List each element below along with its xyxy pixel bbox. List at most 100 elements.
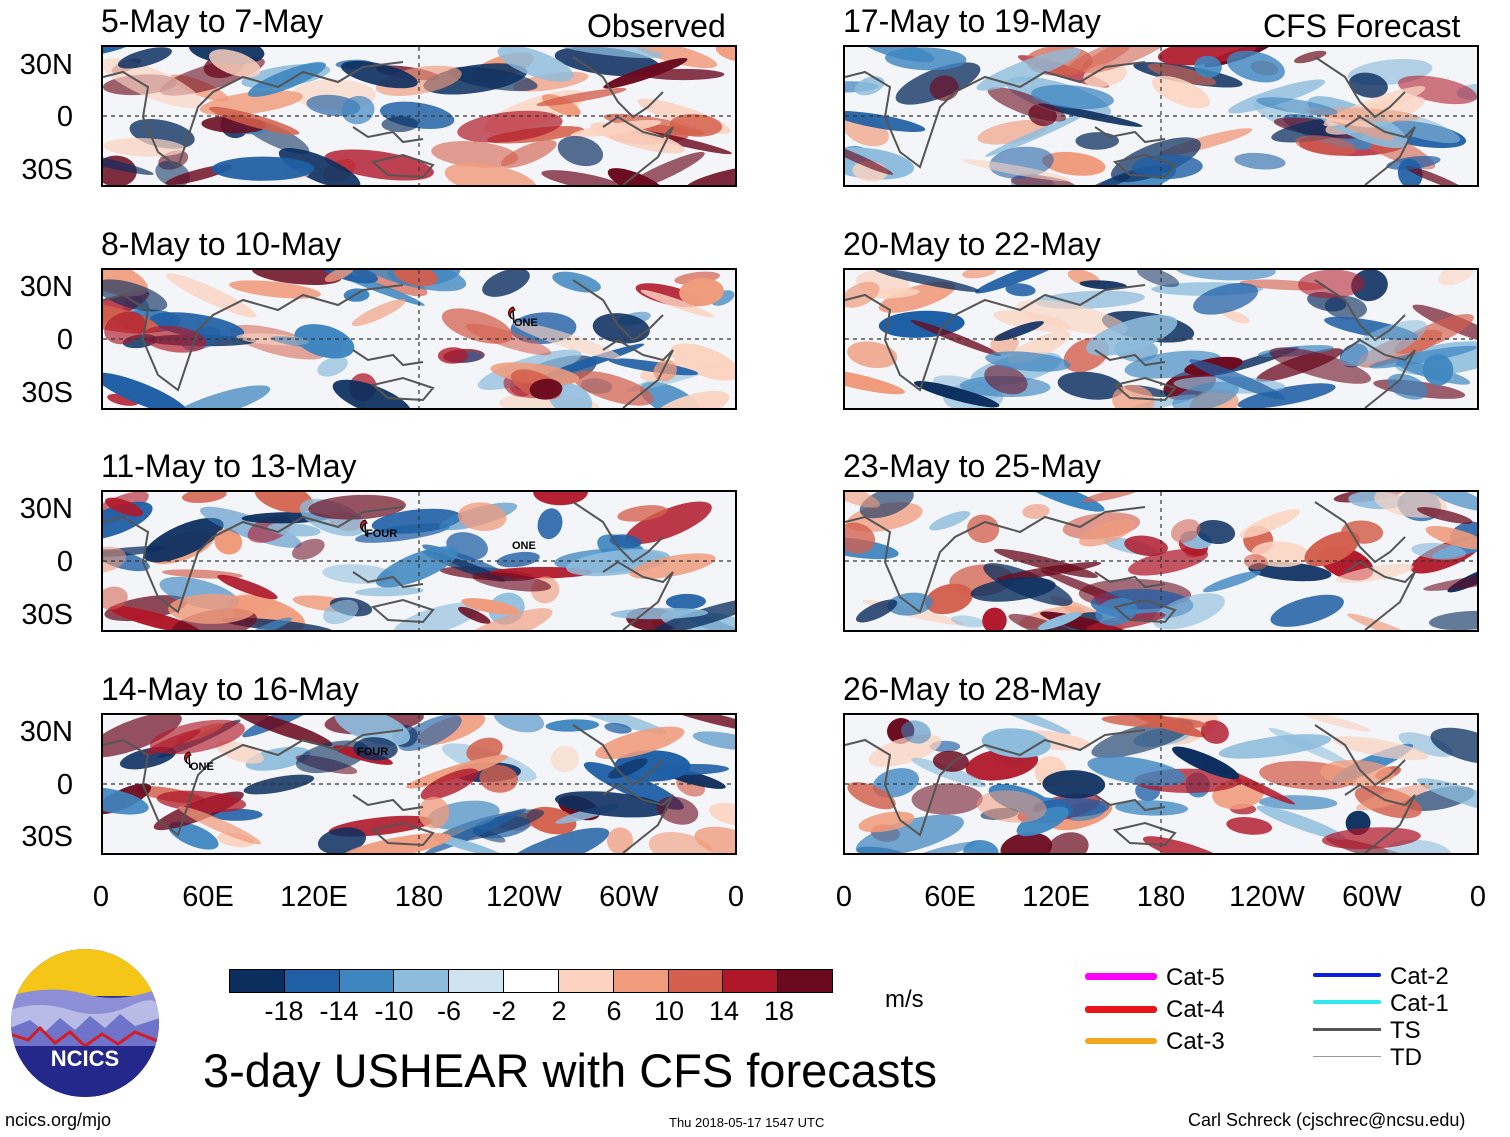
panel-title-fc-2: 20-May to 22-May <box>843 226 1101 262</box>
legend-label-cat2: Cat-2 <box>1390 963 1449 990</box>
shear-blob <box>1369 345 1477 369</box>
shear-blob <box>1042 770 1106 799</box>
shear-blob <box>664 715 735 733</box>
shear-blob <box>855 814 964 853</box>
shear-blob <box>497 47 574 82</box>
shear-blob <box>1256 805 1346 840</box>
legend-label-td: TD <box>1390 1044 1422 1071</box>
colorbar-swatch <box>283 970 339 992</box>
shear-blob <box>375 546 459 588</box>
shear-blob <box>914 381 1000 408</box>
colorbar <box>229 969 833 993</box>
shear-blob <box>104 311 146 345</box>
lon-label-120w: 120W <box>486 881 562 913</box>
shear-blob <box>1079 519 1135 547</box>
colorbar-tick: -10 <box>374 996 414 1026</box>
shear-blob <box>351 299 406 327</box>
shear-blob <box>1152 593 1225 630</box>
shear-blob <box>1172 746 1240 780</box>
legend-line-td <box>1313 1056 1381 1057</box>
shear-blob <box>1016 806 1069 837</box>
shear-blob <box>874 270 980 293</box>
shear-blob <box>323 599 359 625</box>
shear-blob <box>648 831 714 853</box>
shear-blob <box>103 149 154 175</box>
lat-label-30n: 30N <box>19 493 73 525</box>
shear-blob <box>845 522 876 554</box>
shear-blob <box>393 602 481 630</box>
shear-blob <box>1304 531 1360 567</box>
shear-blob <box>229 280 321 299</box>
figure-title: 3-day USHEAR with CFS forecasts <box>203 1044 937 1097</box>
shear-blob <box>245 746 311 771</box>
shear-blob <box>617 505 668 522</box>
legend-line-cat2 <box>1313 973 1381 977</box>
shear-blob <box>214 528 243 555</box>
lon-label-180: 180 <box>394 881 444 913</box>
shear-blob <box>1172 381 1239 408</box>
site-link[interactable]: ncics.org/mjo <box>5 1110 112 1130</box>
shear-blob <box>669 114 723 137</box>
shear-blob <box>610 607 709 620</box>
shear-blob <box>1226 817 1273 835</box>
lon-label-180: 180 <box>1136 881 1186 913</box>
shear-blob <box>1347 613 1422 630</box>
shear-blob <box>595 726 685 760</box>
shear-blob <box>459 608 553 630</box>
shear-blob <box>1416 507 1473 524</box>
shear-blob <box>859 492 914 519</box>
shear-blob <box>251 270 342 285</box>
shear-blob <box>479 764 519 793</box>
colorbar-tick: 14 <box>708 996 740 1026</box>
shear-blob <box>1016 299 1128 336</box>
lat-label-eq: 0 <box>56 324 73 356</box>
shear-blob <box>670 343 735 381</box>
shear-blob <box>1239 509 1300 538</box>
shear-blob <box>1237 383 1336 408</box>
shear-blob <box>529 378 563 400</box>
shear-blob <box>1256 97 1338 116</box>
shear-blob <box>215 740 264 764</box>
shear-blob <box>103 546 126 573</box>
lon-label-0-end: 0 <box>727 881 745 913</box>
shear-blob <box>457 502 507 531</box>
shear-blob <box>251 617 292 630</box>
shear-blob <box>1423 571 1477 591</box>
ncics-logo: NCICS <box>11 949 159 1097</box>
shear-blob <box>317 356 348 377</box>
shear-blob <box>1332 736 1429 761</box>
shear-blob <box>1079 280 1128 290</box>
shear-blob <box>855 599 898 623</box>
shear-blob <box>985 113 1085 157</box>
shear-blob <box>1386 155 1441 170</box>
shear-blob <box>437 347 468 364</box>
shear-blob <box>996 561 1102 581</box>
shear-blob <box>986 715 1072 735</box>
shear-blob <box>975 270 1068 294</box>
shear-blob <box>341 833 452 853</box>
panel-title-obs-3: 11-May to 13-May <box>101 448 357 484</box>
shear-blob <box>640 289 715 318</box>
shear-blob <box>656 796 699 825</box>
shear-blob <box>465 323 552 356</box>
shear-blob <box>334 715 411 746</box>
lat-label-30n: 30N <box>19 49 73 81</box>
shear-blob <box>317 827 367 853</box>
shear-blob <box>652 390 730 408</box>
shear-blob <box>354 586 424 597</box>
shear-blob <box>104 497 144 517</box>
shear-blob <box>911 757 987 788</box>
lat-label-30n: 30N <box>19 716 73 748</box>
shear-blob <box>872 768 920 798</box>
shear-blob <box>847 782 896 810</box>
legend-line-cat1 <box>1313 1000 1381 1004</box>
shear-blob <box>1196 519 1236 545</box>
shear-blob <box>418 796 450 829</box>
lon-label-0: 0 <box>92 881 110 913</box>
shear-blob <box>679 277 724 307</box>
lat-label-30s: 30S <box>21 154 73 186</box>
shear-blob <box>1124 535 1168 557</box>
shear-blob <box>536 87 627 107</box>
shear-blob <box>103 279 168 312</box>
lon-label-120w: 120W <box>1229 881 1305 913</box>
